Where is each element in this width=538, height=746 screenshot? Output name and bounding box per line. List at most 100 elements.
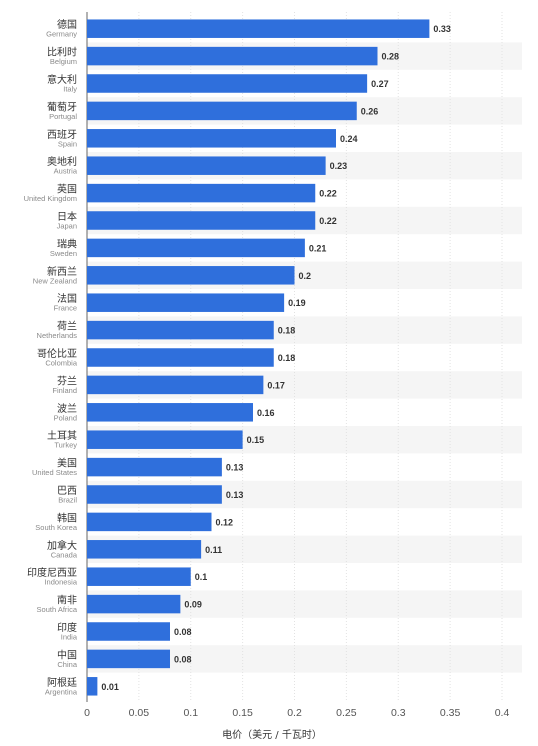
data-label: 0.22 xyxy=(319,216,337,226)
data-label: 0.22 xyxy=(319,189,337,199)
x-tick-labels: 0 0.05 0.1 0.15 0.2 0.25 0.3 0.35 0.4 xyxy=(84,707,509,719)
category-label-en: Austria xyxy=(54,167,78,176)
category-label-cn: 波兰 xyxy=(57,402,77,415)
category-label-en: India xyxy=(61,633,78,642)
bar xyxy=(87,238,305,258)
x-tick-label: 0.4 xyxy=(495,707,510,719)
x-tick-label: 0 xyxy=(84,707,90,719)
data-label: 0.15 xyxy=(247,435,265,445)
bar xyxy=(87,101,357,121)
category-label-cn: 日本 xyxy=(57,210,77,223)
data-label: 0.08 xyxy=(174,627,192,637)
category-label-en: Brazil xyxy=(58,496,77,505)
bar xyxy=(87,622,170,641)
category-label-cn: 印度 xyxy=(57,621,77,634)
category-label-cn: 美国 xyxy=(57,457,77,470)
category-label-en: Canada xyxy=(51,550,78,559)
x-tick-label: 0.15 xyxy=(232,707,253,719)
category-label-en: Indonesia xyxy=(44,578,77,587)
category-label-en: Belgium xyxy=(50,57,77,66)
data-label: 0.28 xyxy=(382,52,400,62)
x-tick-label: 0.35 xyxy=(440,707,461,719)
category-label-en: South Korea xyxy=(35,523,78,532)
bar xyxy=(87,485,222,504)
bar xyxy=(87,19,430,38)
category-label-en: Japan xyxy=(57,222,77,231)
data-label: 0.13 xyxy=(226,463,244,473)
bar xyxy=(87,375,264,395)
category-label-en: New Zealand xyxy=(33,276,77,285)
data-label: 0.21 xyxy=(309,243,327,253)
category-label-en: Argentina xyxy=(45,687,78,696)
bar xyxy=(87,567,191,586)
bar xyxy=(87,74,368,93)
category-label-en: South Africa xyxy=(37,605,78,614)
category-label-cn: 英国 xyxy=(57,183,77,196)
category-label-cn: 葡萄牙 xyxy=(47,100,77,113)
x-axis-title: 电价（美元 / 千瓦时） xyxy=(222,728,322,741)
category-label-en: Turkey xyxy=(54,441,77,450)
category-label-cn: 西班牙 xyxy=(47,129,77,141)
data-label: 0.18 xyxy=(278,353,296,363)
bar xyxy=(87,457,222,477)
category-label-cn: 印度尼西亚 xyxy=(27,566,77,579)
bar xyxy=(87,594,181,614)
category-label-cn: 韩国 xyxy=(57,511,77,524)
category-label-cn: 土耳其 xyxy=(47,429,77,442)
category-label-en: Italy xyxy=(63,85,77,94)
category-label-cn: 巴西 xyxy=(57,485,77,497)
category-label-cn: 德国 xyxy=(57,18,77,31)
data-label: 0.24 xyxy=(340,134,358,144)
bar xyxy=(87,46,378,66)
category-label-cn: 法国 xyxy=(57,292,77,305)
category-label-en: Poland xyxy=(54,413,77,422)
category-label-cn: 加拿大 xyxy=(47,539,77,552)
data-label: 0.12 xyxy=(216,517,234,527)
category-label-cn: 荷兰 xyxy=(57,320,77,333)
bar xyxy=(87,430,243,449)
bar xyxy=(87,129,336,148)
data-label: 0.08 xyxy=(174,654,192,664)
category-label-en: Finland xyxy=(52,386,77,395)
bar xyxy=(87,348,274,367)
bars xyxy=(87,19,430,696)
category-label-cn: 瑞典 xyxy=(57,237,77,250)
x-tick-label: 0.05 xyxy=(129,707,150,719)
data-label: 0.17 xyxy=(267,380,285,390)
bar xyxy=(87,183,316,203)
data-label: 0.18 xyxy=(278,326,296,336)
value-labels: 0.33 0.28 0.27 0.26 0.24 0.23 0.22 0.22 0.21 0.2 0… xyxy=(101,24,451,692)
bar xyxy=(87,211,316,230)
data-label: 0.19 xyxy=(288,298,306,308)
data-label: 0.26 xyxy=(361,106,379,116)
x-tick-label: 0.2 xyxy=(287,707,302,719)
data-label: 0.1 xyxy=(195,572,208,582)
category-label-cn: 意大利 xyxy=(47,73,77,86)
data-label: 0.16 xyxy=(257,408,275,418)
bar xyxy=(87,156,326,175)
data-label: 0.01 xyxy=(101,682,119,692)
bar xyxy=(87,512,212,532)
bar xyxy=(87,266,295,285)
x-tick-label: 0.1 xyxy=(183,707,198,719)
category-label-cn: 南非 xyxy=(57,594,77,607)
x-tick-label: 0.3 xyxy=(391,707,406,719)
category-label-en: Sweden xyxy=(50,249,77,258)
data-label: 0.33 xyxy=(433,24,451,34)
category-label-en: France xyxy=(54,304,77,313)
data-label: 0.23 xyxy=(330,161,348,171)
data-label: 0.2 xyxy=(299,271,312,281)
bar xyxy=(87,649,170,669)
category-label-cn: 奥地利 xyxy=(47,155,77,168)
category-label-cn: 比利时 xyxy=(47,47,77,59)
category-label-en: Colombia xyxy=(45,359,78,368)
category-label-cn: 中国 xyxy=(57,648,77,661)
x-tick-label: 0.25 xyxy=(336,707,357,719)
category-label-en: United Kingdom xyxy=(24,194,77,203)
bar xyxy=(87,293,285,312)
data-label: 0.09 xyxy=(184,600,202,610)
bar xyxy=(87,320,274,340)
data-label: 0.27 xyxy=(371,79,389,89)
category-label-en: China xyxy=(57,660,77,669)
